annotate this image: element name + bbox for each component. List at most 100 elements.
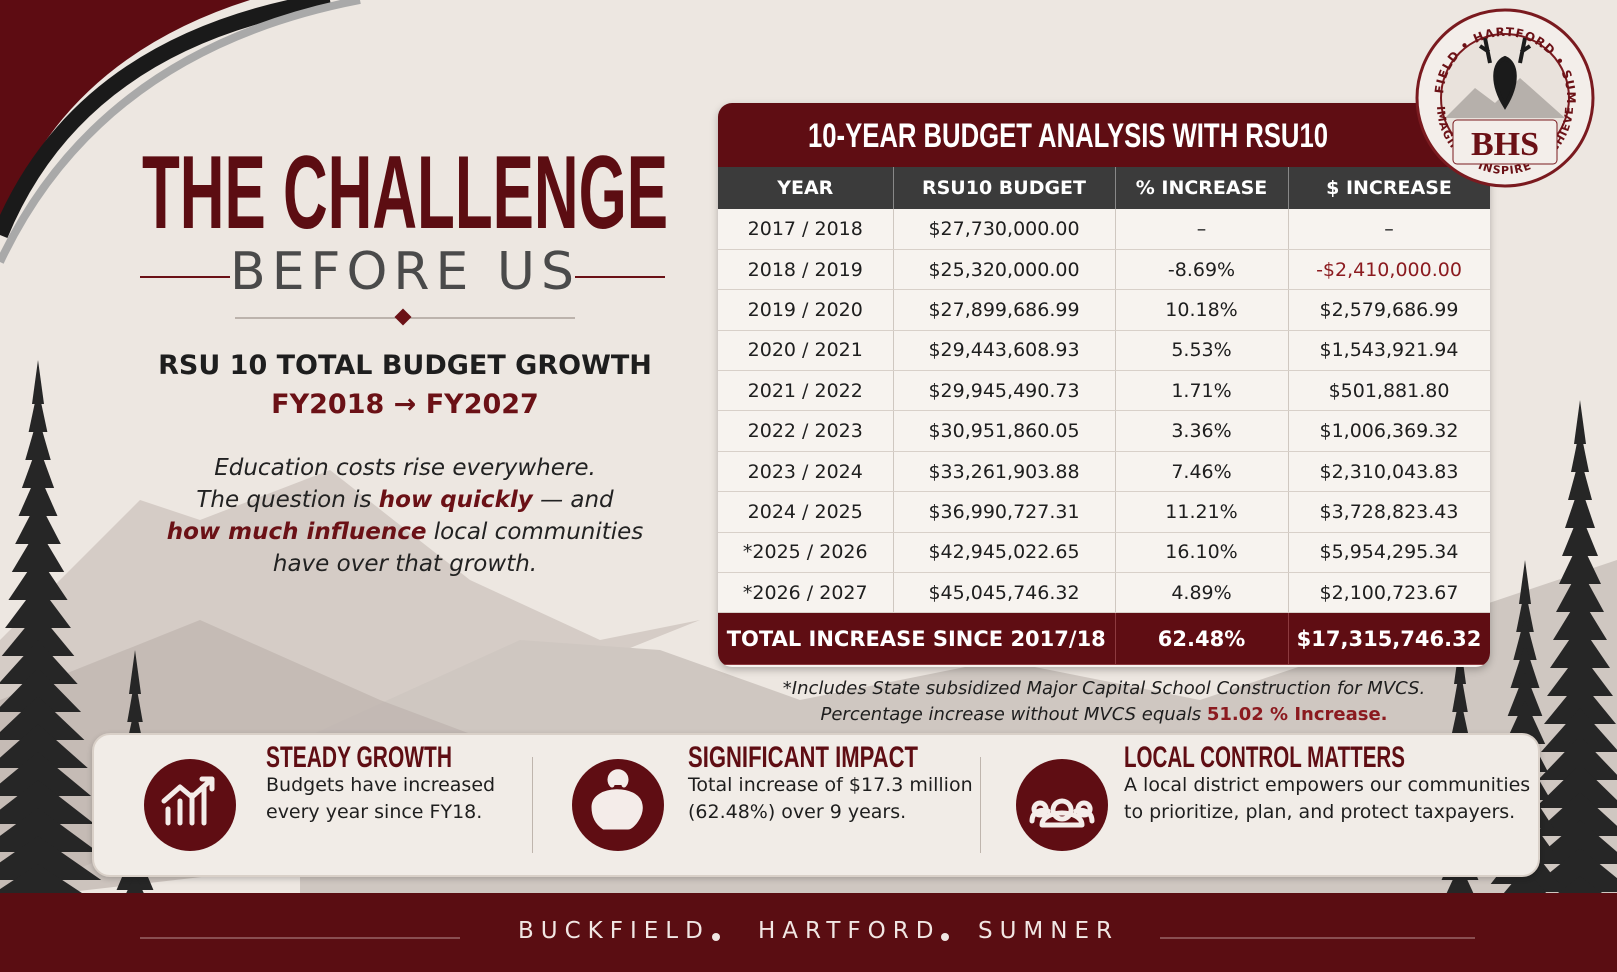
card-line: (62.48%) over 9 years. (688, 801, 907, 823)
note-text: Percentage increase without MVCS equals (820, 704, 1202, 725)
logo-plate (1452, 119, 1558, 165)
card-line: every year since FY18. (266, 801, 483, 823)
logo-deer (1478, 37, 1532, 110)
table-cell: $27,899,686.99 (893, 289, 1116, 331)
table-cell: 2023 / 2024 (718, 451, 894, 493)
table-cell: $25,320,000.00 (893, 249, 1116, 291)
card-title: STEADY GROWTH (266, 741, 452, 773)
tree-layer (0, 808, 98, 852)
intro-text: have over that growth. (272, 551, 538, 577)
tree-layer (1535, 764, 1617, 808)
footer-word: SUMNER (978, 918, 1119, 944)
tree-layer (0, 668, 82, 712)
intro: Education costs rise everywhere. The que… (140, 452, 670, 580)
column-header: % INCREASE (1115, 167, 1289, 209)
tree-layer (0, 696, 85, 740)
tree-layer (1, 612, 75, 656)
table-cell: *2026 / 2027 (718, 572, 894, 614)
total-cell: TOTAL INCREASE SINCE 2017/18 (718, 612, 1116, 666)
table-cell: $27,730,000.00 (893, 209, 1116, 250)
table-row: 2017 / 2018 $27,730,000.00– – (718, 209, 1490, 250)
table-row: 2022 / 2023 $30,951,860.05 3.36% $1,006,369… (718, 410, 1490, 452)
card-text: A local district empowers our communitie… (1124, 772, 1530, 826)
card-title-box: STEADY GROWTH (266, 741, 452, 773)
column-header: $ INCREASE (1288, 167, 1490, 209)
table-title-bar: 10-YEAR BUDGET ANALYSIS WITH RSU10 (718, 103, 1490, 167)
table-row: 2024 / 2025 $36,990,727.31 11.21% $3,728,82… (718, 491, 1490, 533)
card-line: Budgets have increased (266, 774, 496, 796)
table-cell: $5,954,295.34 (1288, 532, 1490, 574)
table-cell: 7.46% (1115, 451, 1289, 493)
logo-initials: BHS (1471, 126, 1539, 163)
tree-layer (32, 360, 44, 404)
card-text: Total increase of $17.3 million (62.48%) … (688, 772, 973, 826)
table-cell: $3,728,823.43 (1288, 491, 1490, 533)
separator (941, 933, 949, 941)
tree-layer (127, 678, 143, 722)
table-cell: 1.71% (1115, 370, 1289, 412)
tree-layer (1538, 736, 1617, 780)
tree-layer (1562, 512, 1598, 556)
cards-panel: STEADY GROWTH Budgets have increased every… (92, 733, 1540, 877)
notes: *Includes State subsidized Major Capital… (718, 676, 1490, 728)
subtitle: BEFORE US (230, 242, 580, 302)
growth: RSU 10 TOTAL BUDGET GROWTH FY2018 → FY20… (140, 350, 670, 420)
table-cell: $45,045,746.32 (893, 572, 1116, 614)
card-icon (1016, 759, 1108, 851)
table-row: 2018 / 2019 $25,320,000.00 -8.69% -$2,410,0… (718, 249, 1490, 291)
table-cell: 2019 / 2020 (718, 289, 894, 331)
table-cell: $2,310,043.83 (1288, 451, 1490, 493)
tree-layer (11, 528, 65, 572)
intro-emphasis: how quickly (378, 487, 533, 513)
card-divider (980, 757, 981, 853)
tree-layer (25, 416, 51, 460)
card-title-box: SIGNIFICANT IMPACT (688, 741, 918, 773)
total-cell: $17,315,746.32 (1288, 612, 1490, 666)
tree-layer (1519, 560, 1531, 604)
footer-word: HARTFORD (758, 918, 941, 944)
tree-layer (1450, 696, 1470, 740)
tree-layer (0, 640, 78, 684)
tree-layer (5, 584, 71, 628)
card-line: Total increase of $17.3 million (688, 774, 973, 796)
table-cell: *2025 / 2026 (718, 532, 894, 574)
budget-table: YEAR RSU10 BUDGET% INCREASE $ INCREASE 201… (718, 167, 1490, 666)
growth-range: FY2018 → FY2027 (271, 389, 539, 420)
icon-glyph (1029, 798, 1095, 828)
table-row: 2020 / 2021 $29,443,608.93 5.53% $1,543,921… (718, 330, 1490, 372)
intro-text: — and (540, 487, 614, 513)
tree-layer (1516, 588, 1534, 632)
icon-glyph (161, 776, 215, 826)
note: Percentage increase without MVCS equals … (718, 702, 1490, 728)
title-box: THE CHALLENGE (142, 140, 668, 240)
table-cell: $29,945,490.73 (893, 370, 1116, 412)
table-cell: $36,990,727.31 (893, 491, 1116, 533)
tree-layer (1553, 596, 1607, 640)
total-cell: 62.48% (1115, 612, 1289, 666)
table-cell: $29,443,608.93 (893, 330, 1116, 372)
header-row: YEAR RSU10 BUDGET% INCREASE $ INCREASE (718, 167, 1490, 209)
swoosh (0, 0, 332, 239)
card-line: to prioritize, plan, and protect taxpaye… (1124, 801, 1516, 823)
tree-layer (1507, 672, 1543, 716)
footer-band (0, 893, 1617, 972)
tree-layer (0, 724, 88, 768)
tree-layer (15, 500, 61, 544)
budget-table-panel: 10-YEAR BUDGET ANALYSIS WITH RSU10 YEAR R… (718, 103, 1490, 667)
icon-circle (1016, 759, 1108, 851)
note: *Includes State subsidized Major Capital… (782, 678, 1426, 699)
card-title: LOCAL CONTROL MATTERS (1124, 741, 1405, 773)
intro-text: local communities (433, 519, 644, 545)
table-cell: – (1288, 209, 1490, 250)
table-row: 2023 / 2024 $33,261,903.88 7.46% $2,310,043… (718, 451, 1490, 493)
tree-layer (0, 780, 95, 824)
table-cell: 2021 / 2022 (718, 370, 894, 412)
tree-layer (1559, 540, 1601, 584)
column-header: RSU10 BUDGET (893, 167, 1116, 209)
card-text: Budgets have increased every year since F… (266, 772, 495, 826)
tree-layer (1532, 792, 1617, 836)
intro-text: Education costs rise everywhere. (214, 455, 596, 481)
card-divider (532, 757, 533, 853)
intro-emphasis: how much influence (166, 519, 427, 545)
card-icon (144, 759, 236, 851)
